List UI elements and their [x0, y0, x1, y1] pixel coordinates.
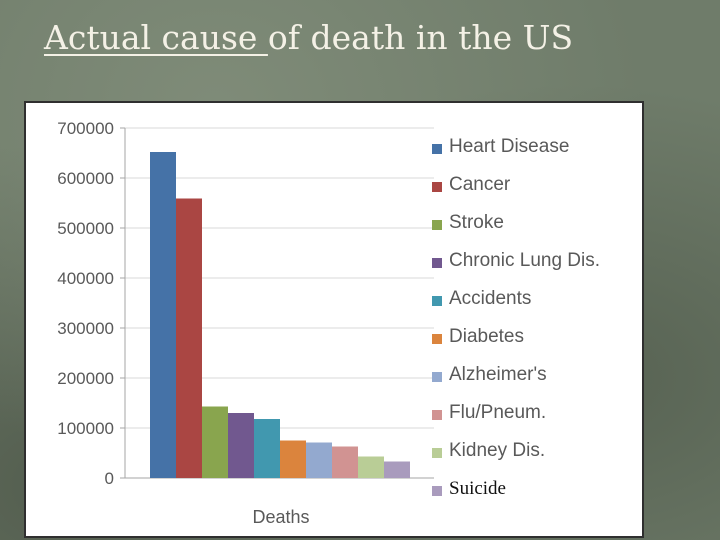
legend-item: Flu/Pneum. [432, 402, 617, 442]
legend-item: Diabetes [432, 326, 617, 366]
legend-swatch [432, 334, 442, 344]
slide-title-underlined: Actual cause [44, 18, 268, 57]
bar-heart-disease [150, 152, 176, 478]
y-tick-label: 700000 [57, 119, 114, 138]
legend-swatch [432, 220, 442, 230]
chart-frame: 0 100000 200000 300000 400000 500000 600000 700… [24, 101, 644, 538]
slide-title-rest: of death in the US [267, 18, 574, 57]
legend-label: Stroke [449, 212, 504, 233]
x-category-label: Deaths [252, 507, 309, 527]
y-tick-label: 400000 [57, 269, 114, 288]
y-tick-label: 500000 [57, 219, 114, 238]
bar-cancer [176, 198, 202, 478]
legend-item: Stroke [432, 212, 617, 252]
legend-item: Alzheimer's [432, 364, 617, 404]
legend-item: Suicide [432, 478, 617, 518]
legend-item: Accidents [432, 288, 617, 328]
bar-accidents [254, 419, 280, 478]
bar-suicide [384, 461, 410, 478]
y-tick-label: 300000 [57, 319, 114, 338]
legend-swatch [432, 410, 442, 420]
legend-label: Kidney Dis. [449, 440, 546, 461]
legend-label: Accidents [449, 288, 532, 309]
legend-swatch [432, 144, 442, 154]
legend-item: Chronic Lung Dis. [432, 250, 617, 290]
y-tick-label: 600000 [57, 169, 114, 188]
legend-label: Diabetes [449, 326, 524, 347]
legend-item: Kidney Dis. [432, 440, 617, 480]
legend-item: Cancer [432, 174, 617, 214]
chart-legend: Heart Disease Cancer Stroke Chronic Lung Di… [432, 136, 617, 518]
legend-label: Chronic Lung Dis. [449, 250, 601, 271]
bar-flu-pneum- [332, 446, 358, 478]
legend-item: Heart Disease [432, 136, 617, 176]
y-tick-label: 0 [105, 469, 114, 488]
legend-swatch [432, 486, 442, 496]
bar-chart: 0 100000 200000 300000 400000 500000 600000 700… [57, 119, 434, 527]
bar-kidney-dis- [358, 456, 384, 478]
legend-swatch [432, 448, 442, 458]
bar-chronic-lung-dis- [228, 413, 254, 478]
legend-label: Cancer [449, 174, 511, 195]
bar-alzheimer-s [306, 442, 332, 478]
legend-label: Alzheimer's [449, 364, 547, 385]
legend-label: Flu/Pneum. [449, 402, 547, 423]
y-tick-label: 200000 [57, 369, 114, 388]
bar-diabetes [280, 440, 306, 478]
legend-swatch [432, 182, 442, 192]
y-tick-label: 100000 [57, 419, 114, 438]
legend-label: Suicide [449, 478, 506, 499]
legend-swatch [432, 258, 442, 268]
legend-label: Heart Disease [449, 136, 570, 157]
slide-title: Actual cause of death in the US [44, 18, 573, 57]
legend-swatch [432, 372, 442, 382]
legend-swatch [432, 296, 442, 306]
bar-stroke [202, 406, 228, 478]
